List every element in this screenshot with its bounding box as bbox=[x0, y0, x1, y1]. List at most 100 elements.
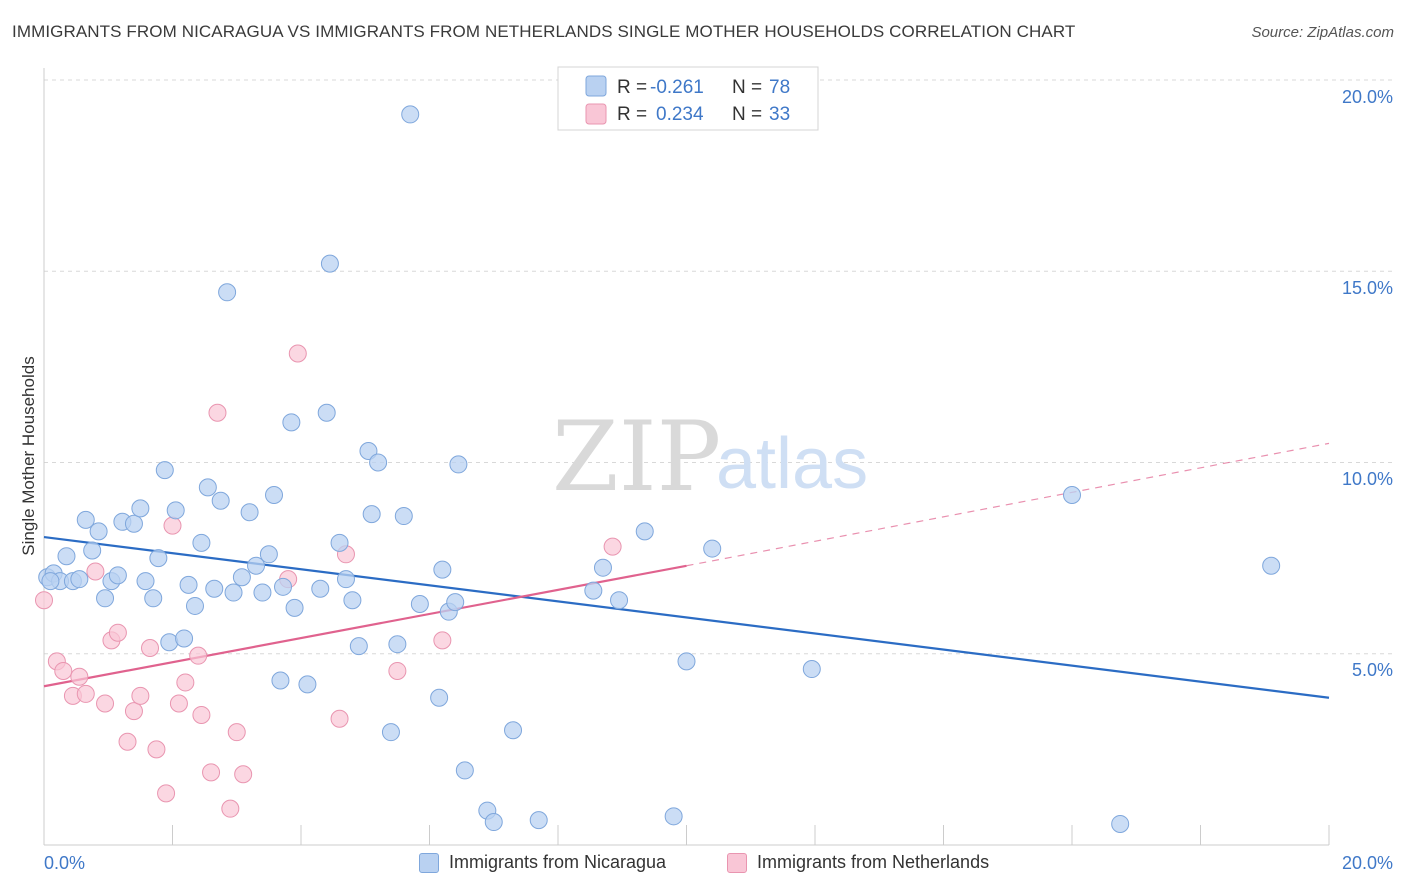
watermark: ZIP atlas bbox=[552, 401, 868, 513]
data-point-nicaragua bbox=[1063, 486, 1081, 505]
data-point-nicaragua bbox=[635, 522, 654, 541]
data-point-nicaragua bbox=[1111, 814, 1130, 833]
data-point-netherlands bbox=[202, 763, 221, 782]
data-point-nicaragua bbox=[584, 581, 603, 600]
data-point-nicaragua bbox=[317, 403, 336, 422]
y-tick-label: 5.0% bbox=[1352, 660, 1393, 680]
data-point-nicaragua bbox=[89, 522, 108, 541]
data-point-netherlands bbox=[169, 694, 188, 713]
data-point-netherlands bbox=[35, 591, 53, 610]
trend-line-netherlands-extension bbox=[686, 442, 1330, 567]
data-point-nicaragua bbox=[70, 570, 89, 589]
legend-n-label: N = bbox=[732, 77, 762, 98]
data-point-nicaragua bbox=[369, 453, 388, 472]
data-point-nicaragua bbox=[504, 721, 523, 740]
legend-swatch-nicaragua bbox=[585, 75, 607, 97]
data-point-nicaragua bbox=[198, 478, 217, 497]
data-point-nicaragua bbox=[166, 501, 185, 520]
data-point-netherlands bbox=[86, 562, 105, 581]
data-point-nicaragua bbox=[336, 570, 355, 589]
data-point-nicaragua bbox=[394, 507, 413, 526]
watermark-zip: ZIP bbox=[552, 401, 721, 513]
data-point-nicaragua bbox=[484, 813, 503, 832]
data-point-nicaragua bbox=[285, 598, 304, 617]
data-point-nicaragua bbox=[703, 539, 722, 558]
data-point-nicaragua bbox=[359, 442, 378, 461]
data-point-netherlands bbox=[330, 709, 349, 728]
data-point-nicaragua bbox=[449, 455, 468, 474]
legend-n-label: N = bbox=[732, 104, 762, 125]
data-point-nicaragua bbox=[124, 514, 143, 533]
data-point-netherlands bbox=[433, 631, 452, 650]
bottom-legend-nicaragua: Immigrants from Nicaragua bbox=[419, 852, 666, 873]
data-point-netherlands bbox=[176, 673, 195, 692]
data-point-nicaragua bbox=[253, 583, 272, 602]
data-point-netherlands bbox=[131, 686, 150, 705]
legend: R = -0.261 N = 78 R = 0.234 N = 33 bbox=[557, 66, 819, 131]
legend-r-label: R = bbox=[617, 77, 647, 98]
data-point-netherlands bbox=[192, 705, 211, 724]
legend-label-netherlands: Immigrants from Netherlands bbox=[757, 852, 990, 872]
data-point-nicaragua bbox=[274, 577, 293, 596]
data-point-nicaragua bbox=[149, 549, 168, 568]
y-tick-label: 10.0% bbox=[1342, 469, 1393, 489]
data-point-netherlands bbox=[147, 740, 166, 759]
data-point-netherlands bbox=[288, 344, 307, 363]
data-point-nicaragua bbox=[259, 545, 278, 564]
data-point-nicaragua bbox=[96, 589, 115, 608]
data-point-netherlands bbox=[54, 661, 73, 680]
data-point-netherlands bbox=[118, 732, 137, 751]
data-point-nicaragua bbox=[593, 558, 612, 577]
data-point-nicaragua bbox=[218, 283, 237, 302]
data-point-netherlands bbox=[227, 723, 246, 742]
data-point-nicaragua bbox=[224, 583, 243, 602]
data-point-nicaragua bbox=[381, 723, 400, 742]
x-tick-label: 20.0% bbox=[1342, 853, 1393, 873]
axes bbox=[43, 68, 1330, 846]
data-point-nicaragua bbox=[144, 589, 163, 608]
legend-swatch-nicaragua bbox=[419, 852, 439, 873]
data-point-nicaragua bbox=[83, 541, 102, 560]
data-point-netherlands bbox=[208, 403, 227, 422]
data-point-netherlands bbox=[108, 623, 127, 642]
data-point-nicaragua bbox=[455, 761, 474, 780]
data-point-nicaragua bbox=[155, 461, 174, 480]
data-point-nicaragua bbox=[271, 671, 290, 690]
legend-label-nicaragua: Immigrants from Nicaragua bbox=[449, 852, 667, 872]
data-point-nicaragua bbox=[232, 568, 251, 587]
data-point-nicaragua bbox=[57, 547, 76, 566]
data-point-nicaragua bbox=[247, 556, 266, 575]
watermark-atlas: atlas bbox=[716, 424, 868, 504]
legend-n-value: 33 bbox=[769, 104, 790, 125]
data-point-nicaragua bbox=[529, 811, 548, 830]
data-point-nicaragua bbox=[343, 591, 362, 610]
data-point-nicaragua bbox=[401, 105, 420, 124]
y-axis-label: Single Mother Households bbox=[19, 356, 38, 555]
data-point-netherlands bbox=[234, 765, 253, 784]
data-point-nicaragua bbox=[664, 807, 683, 826]
data-point-nicaragua bbox=[131, 499, 150, 518]
data-point-netherlands bbox=[96, 694, 115, 713]
data-point-netherlands bbox=[76, 684, 95, 703]
tick-labels: 5.0% 10.0% 15.0% 20.0% 0.0% 20.0% Single… bbox=[19, 87, 1393, 873]
data-point-nicaragua bbox=[410, 595, 429, 614]
data-point-nicaragua bbox=[349, 637, 368, 656]
data-point-nicaragua bbox=[446, 593, 465, 612]
trend-line-netherlands bbox=[43, 564, 687, 688]
legend-swatch-netherlands bbox=[585, 103, 607, 125]
data-point-nicaragua bbox=[108, 566, 127, 585]
data-point-netherlands bbox=[603, 537, 622, 556]
source-label: Source: ZipAtlas.com bbox=[1251, 24, 1394, 41]
data-point-nicaragua bbox=[282, 413, 301, 432]
data-point-nicaragua bbox=[388, 635, 407, 654]
data-point-nicaragua bbox=[677, 652, 696, 671]
data-point-netherlands bbox=[189, 646, 208, 665]
data-point-nicaragua bbox=[205, 579, 224, 598]
data-point-nicaragua bbox=[211, 491, 230, 510]
data-point-nicaragua bbox=[265, 486, 284, 505]
y-tick-label: 20.0% bbox=[1342, 87, 1393, 107]
data-point-nicaragua bbox=[430, 688, 449, 707]
data-point-nicaragua bbox=[320, 254, 339, 273]
data-point-netherlands bbox=[163, 516, 182, 535]
legend-r-label: R = bbox=[617, 104, 647, 125]
